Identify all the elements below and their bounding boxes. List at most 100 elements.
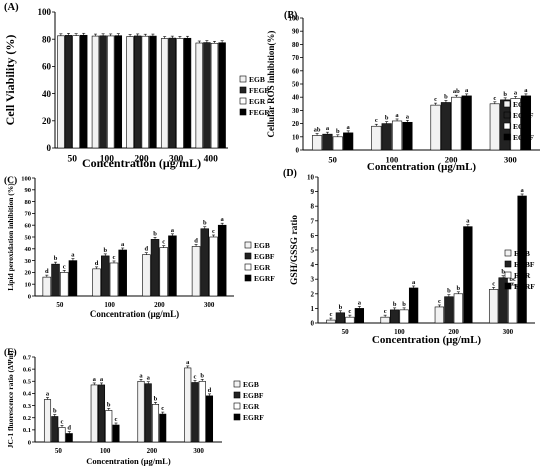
bar-egr: [332, 136, 343, 151]
legend-swatch: [233, 413, 241, 421]
significance-letter: a: [71, 252, 75, 259]
y-tick-label: 10: [25, 281, 32, 288]
y-tick-label: 0.1: [23, 427, 31, 434]
bar-egr: [105, 410, 113, 443]
y-tick-label: 9: [311, 188, 315, 196]
y-tick-label: 20: [292, 120, 300, 128]
bar-egb: [326, 319, 336, 324]
bar-fegb: [99, 35, 107, 149]
legend-label: EGB: [513, 100, 529, 109]
legend-label: EGR: [513, 122, 530, 131]
bar-egr: [107, 35, 115, 149]
legend-label: EGR: [249, 97, 266, 106]
x-tick-label: 200: [445, 155, 458, 165]
legend-swatch: [239, 108, 247, 116]
y-tick-label: 60: [25, 222, 32, 229]
bar-egrf: [402, 121, 413, 151]
y-tick-label: 10: [307, 173, 315, 181]
y-tick-label: 1: [311, 305, 315, 313]
legend-label: EGRF: [513, 133, 534, 142]
legend-swatch: [233, 391, 241, 399]
legend-label: EGR: [514, 271, 531, 280]
bar-egb: [91, 35, 100, 149]
panel-label: (C): [4, 175, 17, 186]
bar-egb: [90, 384, 98, 443]
x-axis-label: Concentration (μg/mL): [82, 156, 201, 170]
y-tick-label: 80: [42, 34, 52, 44]
bar-egb: [380, 316, 390, 324]
bar-egrf: [118, 249, 127, 297]
y-tick-label: 30: [25, 258, 32, 265]
y-tick-label: 30: [292, 107, 300, 115]
x-axis-label: Concentration (μg/mL): [90, 309, 179, 319]
y-tick-label: 10: [292, 133, 300, 141]
significance-letter: a: [406, 113, 410, 120]
x-tick-label: 50: [342, 328, 350, 336]
bar-egrf: [463, 226, 473, 324]
significance-letter: ab: [314, 126, 321, 133]
significance-letter: c: [161, 405, 164, 412]
significance-letter: a: [221, 216, 225, 223]
y-tick-label: 0: [296, 146, 300, 154]
bar-egr: [451, 96, 462, 151]
significance-letter: b: [107, 401, 111, 408]
significance-letter: c: [493, 95, 496, 102]
bar-egr: [453, 293, 464, 324]
bar-egr: [399, 309, 409, 324]
bar-egbf: [389, 309, 400, 324]
x-tick-label: 100: [100, 447, 111, 455]
significance-letter: b: [447, 288, 451, 295]
significance-letter: a: [412, 279, 416, 286]
bar-egb: [184, 367, 192, 443]
bar-egr: [198, 380, 206, 443]
y-tick-label: 20: [42, 116, 52, 126]
significance-letter: a: [326, 125, 330, 132]
panel-c-lipid-peroxidation: (C) 0 10 20 30 40 50 60 70 80 90 100 Lipid peroxidat…: [4, 175, 275, 319]
bar-fegb: [64, 35, 73, 149]
significance-letter: b: [402, 301, 406, 308]
significance-letter: c: [63, 263, 66, 270]
bar-egb: [42, 276, 52, 297]
y-tick-label: 90: [292, 28, 300, 36]
significance-letter: b: [54, 255, 58, 262]
significance-letter: b: [200, 372, 204, 379]
y-tick-label: 80: [25, 199, 32, 206]
y-tick-label: 90: [25, 187, 32, 194]
significance-letter: d: [145, 246, 149, 253]
legend-swatch: [503, 122, 511, 130]
y-tick-label: 50: [25, 234, 32, 241]
bar-egr: [209, 236, 218, 297]
bar-egrf: [217, 224, 227, 297]
y-tick-label: 60: [42, 62, 52, 72]
significance-letter: a: [186, 359, 190, 366]
legend-swatch: [239, 97, 247, 105]
bar-fegr: [149, 35, 157, 149]
y-tick-label: 70: [292, 54, 300, 62]
significance-letter: a: [524, 87, 528, 94]
legend-swatch: [239, 86, 247, 94]
bar-egbf: [51, 263, 60, 297]
y-axis-label: Cell Viability (%): [3, 35, 17, 126]
y-tick-label: 60: [292, 67, 300, 75]
significance-letter: c: [162, 239, 165, 246]
y-tick-label: 40: [292, 94, 300, 102]
significance-letter: b: [339, 304, 343, 311]
bar-fegb: [133, 35, 142, 149]
bar-egr: [59, 272, 69, 297]
significance-letter: a: [466, 218, 470, 225]
significance-letter: d: [45, 268, 49, 275]
bar-egr: [141, 35, 150, 149]
significance-letter: b: [153, 230, 157, 237]
bar-egrf: [408, 287, 419, 324]
y-tick-label: 0.4: [23, 391, 32, 398]
legend-label: FEGR: [249, 108, 270, 117]
significance-letter: c: [61, 418, 64, 425]
y-tick-label: 0.6: [23, 366, 32, 373]
bar-egr: [72, 35, 80, 149]
bar-fegb: [203, 42, 211, 149]
legend-swatch: [504, 249, 512, 257]
significance-letter: b: [154, 395, 158, 402]
panel-a-cell-viability: (A) 0 20 40 60 80 100 Cell Viability (%) Concent…: [3, 2, 270, 170]
significance-letter: c: [194, 374, 197, 381]
y-tick-label: 0: [28, 293, 31, 300]
